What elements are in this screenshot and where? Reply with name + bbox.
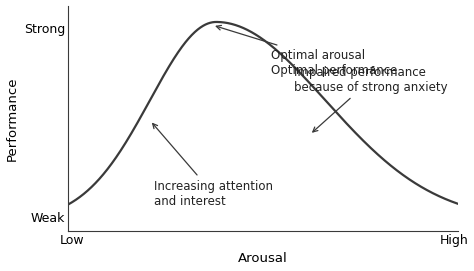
- Text: Increasing attention
and interest: Increasing attention and interest: [153, 124, 273, 208]
- X-axis label: Arousal: Arousal: [238, 253, 288, 265]
- Text: Impaired performance
because of strong anxiety: Impaired performance because of strong a…: [294, 66, 448, 132]
- Y-axis label: Performance: Performance: [6, 76, 18, 161]
- Text: Optimal arousal
Optimal performance: Optimal arousal Optimal performance: [216, 25, 397, 77]
